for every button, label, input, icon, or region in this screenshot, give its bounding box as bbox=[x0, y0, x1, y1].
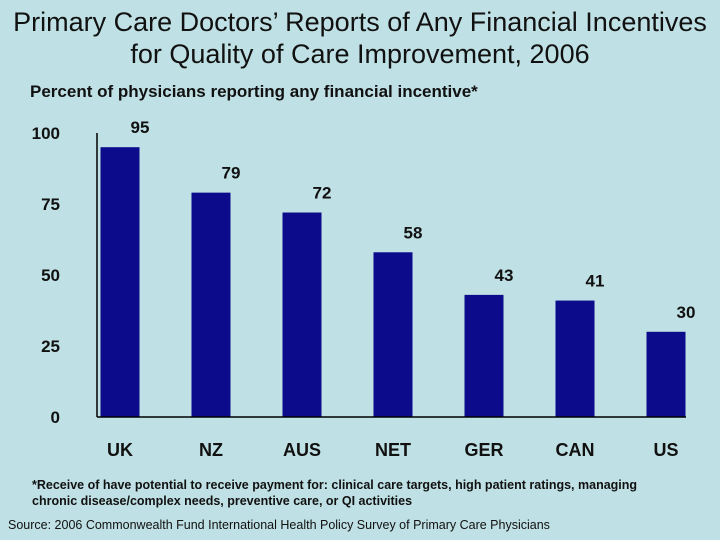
y-tick-label: 25 bbox=[41, 337, 60, 356]
data-label: 72 bbox=[313, 184, 332, 203]
x-tick-label: NZ bbox=[199, 440, 223, 460]
x-tick-label: UK bbox=[107, 440, 133, 460]
y-tick-label: 75 bbox=[41, 195, 60, 214]
bar bbox=[191, 192, 231, 417]
y-tick-label: 100 bbox=[32, 124, 60, 143]
x-tick-label: US bbox=[653, 440, 678, 460]
y-tick-label: 50 bbox=[41, 266, 60, 285]
data-label: 58 bbox=[404, 223, 423, 242]
data-label: 30 bbox=[677, 303, 696, 322]
bar-chart: 0 25 50 75 100 95 UK 79 NZ 72 AUS 58 NET 43 GER 41 CAN 30… bbox=[32, 118, 696, 460]
footnote: *Receive of have potential to receive pa… bbox=[32, 478, 638, 508]
y-axis-label: Percent of physicians reporting any fina… bbox=[30, 82, 478, 101]
y-tick-label: 0 bbox=[51, 408, 60, 427]
x-tick-label: GER bbox=[464, 440, 503, 460]
bar bbox=[555, 300, 595, 417]
chart-title: Primary Care Doctors’ Reports of Any Fin… bbox=[13, 7, 707, 69]
bar bbox=[282, 212, 322, 417]
bar bbox=[373, 252, 413, 417]
source-note: Source: 2006 Commonwealth Fund Internati… bbox=[8, 518, 550, 532]
data-label: 95 bbox=[131, 118, 150, 137]
data-label: 43 bbox=[495, 266, 514, 285]
bar bbox=[100, 147, 140, 417]
x-tick-label: CAN bbox=[556, 440, 595, 460]
data-label: 41 bbox=[586, 272, 605, 291]
data-label: 79 bbox=[222, 164, 241, 183]
x-tick-label: NET bbox=[375, 440, 411, 460]
bar bbox=[464, 294, 504, 417]
bar bbox=[646, 331, 686, 417]
x-tick-label: AUS bbox=[283, 440, 321, 460]
